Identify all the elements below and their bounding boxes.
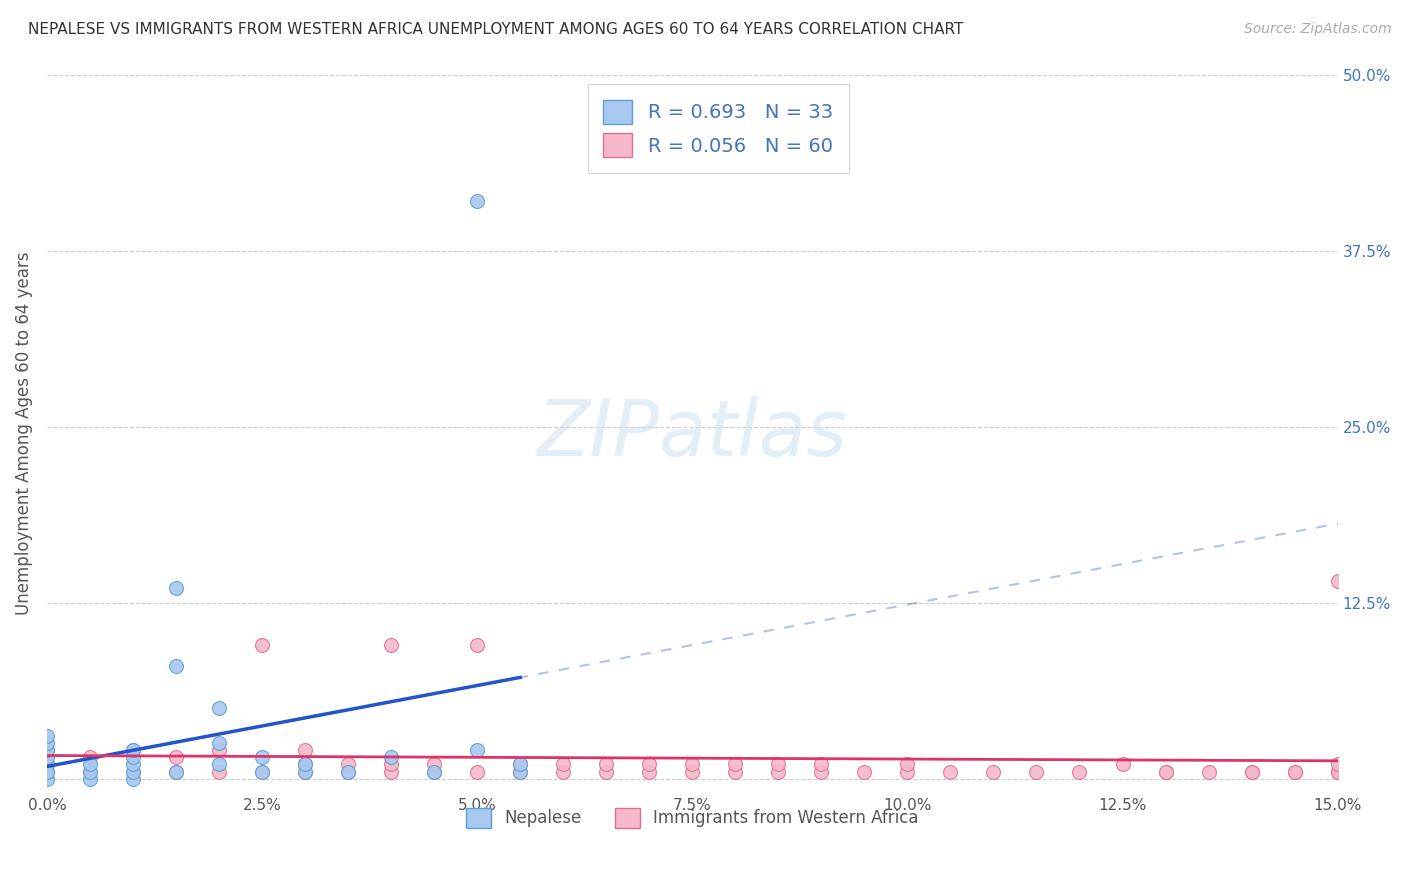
Legend: Nepalese, Immigrants from Western Africa: Nepalese, Immigrants from Western Africa bbox=[460, 801, 925, 835]
Point bbox=[250, 764, 273, 779]
Point bbox=[1326, 757, 1348, 772]
Point bbox=[939, 764, 962, 779]
Point bbox=[768, 764, 790, 779]
Point bbox=[810, 764, 832, 779]
Point bbox=[79, 764, 101, 779]
Point bbox=[35, 772, 58, 786]
Text: NEPALESE VS IMMIGRANTS FROM WESTERN AFRICA UNEMPLOYMENT AMONG AGES 60 TO 64 YEAR: NEPALESE VS IMMIGRANTS FROM WESTERN AFRI… bbox=[28, 22, 963, 37]
Point bbox=[1326, 764, 1348, 779]
Point bbox=[35, 729, 58, 743]
Point bbox=[79, 757, 101, 772]
Point bbox=[35, 750, 58, 764]
Point bbox=[337, 764, 360, 779]
Point bbox=[165, 582, 187, 596]
Point bbox=[724, 764, 747, 779]
Point bbox=[465, 764, 488, 779]
Point bbox=[35, 743, 58, 757]
Point bbox=[122, 743, 145, 757]
Point bbox=[79, 750, 101, 764]
Point bbox=[681, 757, 703, 772]
Point bbox=[122, 743, 145, 757]
Point bbox=[35, 764, 58, 779]
Point bbox=[1240, 764, 1263, 779]
Point bbox=[165, 750, 187, 764]
Point bbox=[35, 757, 58, 772]
Point bbox=[337, 764, 360, 779]
Point bbox=[380, 750, 402, 764]
Point bbox=[122, 750, 145, 764]
Point bbox=[250, 638, 273, 652]
Point bbox=[509, 764, 531, 779]
Point bbox=[208, 701, 231, 715]
Point bbox=[1198, 764, 1220, 779]
Point bbox=[1284, 764, 1306, 779]
Point bbox=[638, 757, 661, 772]
Point bbox=[122, 764, 145, 779]
Point bbox=[250, 764, 273, 779]
Point bbox=[1154, 764, 1177, 779]
Point bbox=[1326, 764, 1348, 779]
Point bbox=[896, 764, 918, 779]
Point bbox=[122, 772, 145, 786]
Point bbox=[79, 764, 101, 779]
Point bbox=[509, 757, 531, 772]
Point bbox=[35, 764, 58, 779]
Point bbox=[1326, 574, 1348, 589]
Point bbox=[465, 194, 488, 209]
Point bbox=[423, 757, 446, 772]
Point bbox=[380, 757, 402, 772]
Point bbox=[1154, 764, 1177, 779]
Point bbox=[294, 757, 316, 772]
Point bbox=[595, 757, 617, 772]
Point bbox=[294, 764, 316, 779]
Point bbox=[1111, 757, 1133, 772]
Point bbox=[509, 757, 531, 772]
Point bbox=[983, 764, 1005, 779]
Point bbox=[35, 757, 58, 772]
Point bbox=[122, 757, 145, 772]
Point bbox=[208, 757, 231, 772]
Point bbox=[681, 764, 703, 779]
Text: ZIPatlas: ZIPatlas bbox=[537, 395, 848, 472]
Point bbox=[1025, 764, 1047, 779]
Point bbox=[294, 764, 316, 779]
Point bbox=[208, 764, 231, 779]
Point bbox=[465, 743, 488, 757]
Text: Source: ZipAtlas.com: Source: ZipAtlas.com bbox=[1244, 22, 1392, 37]
Point bbox=[35, 736, 58, 750]
Point bbox=[294, 757, 316, 772]
Point bbox=[768, 757, 790, 772]
Point bbox=[208, 743, 231, 757]
Point bbox=[724, 757, 747, 772]
Point bbox=[595, 764, 617, 779]
Point bbox=[853, 764, 876, 779]
Point bbox=[423, 764, 446, 779]
Point bbox=[294, 743, 316, 757]
Point bbox=[122, 764, 145, 779]
Point bbox=[896, 757, 918, 772]
Point bbox=[509, 764, 531, 779]
Point bbox=[208, 736, 231, 750]
Point bbox=[250, 750, 273, 764]
Point bbox=[35, 743, 58, 757]
Point bbox=[553, 764, 575, 779]
Point bbox=[1240, 764, 1263, 779]
Point bbox=[1284, 764, 1306, 779]
Point bbox=[553, 757, 575, 772]
Point bbox=[337, 757, 360, 772]
Point bbox=[1069, 764, 1091, 779]
Point bbox=[165, 659, 187, 673]
Point bbox=[165, 764, 187, 779]
Point bbox=[380, 638, 402, 652]
Point bbox=[638, 764, 661, 779]
Point bbox=[465, 638, 488, 652]
Point bbox=[380, 764, 402, 779]
Point bbox=[79, 772, 101, 786]
Point bbox=[810, 757, 832, 772]
Point bbox=[165, 764, 187, 779]
Point bbox=[423, 764, 446, 779]
Y-axis label: Unemployment Among Ages 60 to 64 years: Unemployment Among Ages 60 to 64 years bbox=[15, 252, 32, 615]
